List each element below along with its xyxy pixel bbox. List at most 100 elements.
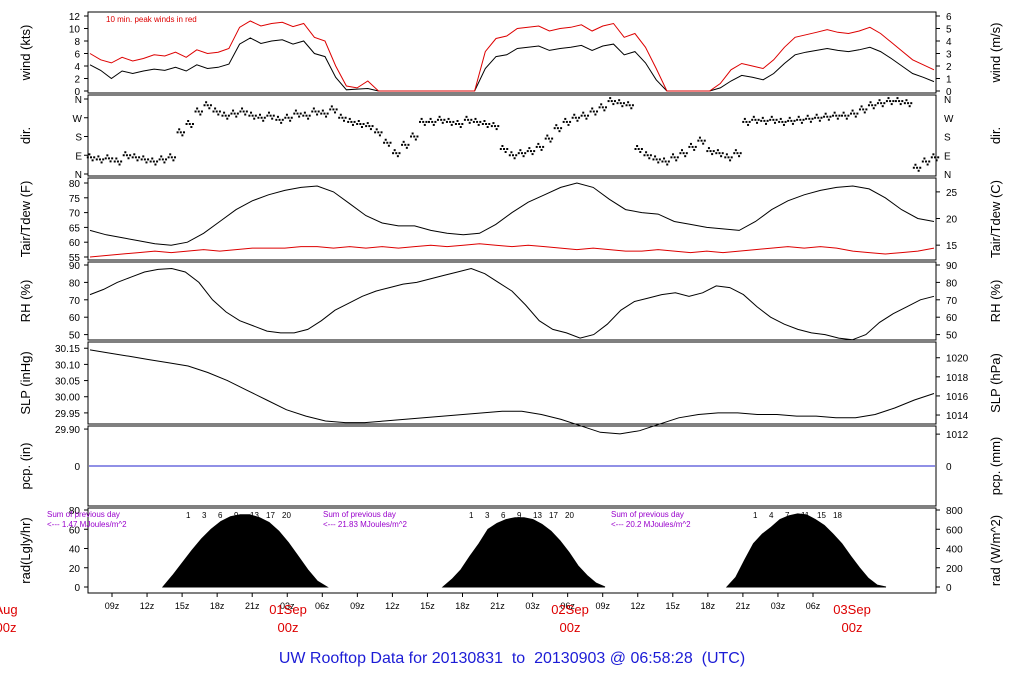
dir-point bbox=[106, 154, 109, 157]
dir-point bbox=[111, 157, 114, 160]
dir-point bbox=[612, 103, 615, 106]
dir-point bbox=[481, 123, 484, 125]
dir-point bbox=[321, 109, 324, 112]
dir-point bbox=[226, 117, 229, 120]
rad-area-1 bbox=[161, 514, 329, 588]
footer-time: 06:58:28 bbox=[630, 650, 693, 667]
xtick-label: 18z bbox=[701, 601, 716, 611]
dir-point bbox=[853, 112, 856, 115]
dir-point bbox=[815, 113, 818, 116]
dir-point bbox=[537, 142, 540, 145]
dir-point bbox=[86, 156, 89, 159]
dir-point bbox=[450, 123, 453, 126]
dir-point bbox=[616, 102, 619, 105]
dir-point bbox=[596, 110, 599, 113]
date-label-time: 00z bbox=[560, 620, 581, 635]
ytick-left-slp: 30.05 bbox=[55, 377, 80, 388]
dir-point bbox=[770, 115, 773, 118]
dir-point bbox=[880, 102, 883, 105]
panel-frame-slp bbox=[87, 341, 937, 425]
dir-point bbox=[326, 112, 329, 115]
dir-point bbox=[603, 109, 606, 112]
ytick-right-slp: 1016 bbox=[946, 392, 969, 403]
ytick-left-slp: 29.95 bbox=[55, 409, 80, 420]
dir-point bbox=[664, 160, 667, 163]
dir-point bbox=[118, 163, 121, 166]
rad-hour-mark: 17 bbox=[266, 511, 275, 520]
dir-point bbox=[483, 120, 486, 122]
dir-point bbox=[757, 118, 760, 121]
ytick-right-rh: 90 bbox=[946, 261, 958, 272]
dir-point bbox=[874, 104, 877, 107]
footer-title: UW Rooftop Data for 20130831 to 20130903… bbox=[0, 650, 1024, 668]
dir-point bbox=[739, 152, 742, 155]
dir-point bbox=[818, 119, 821, 122]
dir-point bbox=[917, 169, 920, 172]
dir-point bbox=[718, 152, 721, 155]
dir-point bbox=[299, 112, 302, 115]
xtick-label: 06z bbox=[560, 601, 575, 611]
dir-point bbox=[908, 105, 911, 108]
ytick-right-slp: 1012 bbox=[946, 430, 969, 441]
ytick-right-wind: 4 bbox=[946, 37, 952, 48]
dir-point bbox=[598, 106, 601, 109]
dir-point bbox=[515, 154, 518, 157]
dir-point bbox=[389, 141, 392, 144]
dir-point bbox=[619, 102, 622, 105]
dir-point bbox=[903, 102, 906, 105]
dir-point bbox=[241, 107, 244, 110]
dir-point bbox=[115, 157, 118, 160]
dir-point bbox=[223, 111, 226, 114]
ytick-left-temp: 65 bbox=[69, 223, 81, 234]
rad-hour-mark: 3 bbox=[485, 511, 490, 520]
dir-point bbox=[766, 119, 769, 122]
dir-point bbox=[296, 112, 299, 115]
dir-point bbox=[335, 108, 338, 111]
dir-point bbox=[736, 152, 739, 155]
dir-point bbox=[775, 118, 778, 121]
xtick-label: 15z bbox=[666, 601, 681, 611]
dir-point bbox=[479, 120, 482, 123]
dir-point bbox=[934, 156, 936, 159]
dir-point bbox=[622, 102, 625, 105]
footer-to: to bbox=[511, 650, 526, 667]
dir-point bbox=[542, 145, 545, 148]
panel-frame-wind bbox=[87, 11, 937, 94]
dir-point bbox=[694, 145, 697, 148]
dir-point bbox=[878, 99, 881, 102]
dir-point bbox=[330, 105, 333, 108]
ytick-right-rh: 70 bbox=[946, 296, 958, 307]
dir-point bbox=[334, 111, 337, 114]
ytick-right-wind: 3 bbox=[946, 50, 952, 61]
dir-point bbox=[613, 100, 616, 103]
dir-point bbox=[456, 120, 459, 122]
dir-point bbox=[163, 161, 166, 164]
dir-point bbox=[402, 140, 405, 143]
footer-end-date: 20130903 bbox=[534, 650, 606, 667]
dir-point bbox=[901, 100, 904, 103]
dir-point bbox=[555, 124, 558, 127]
dir-point bbox=[312, 107, 315, 110]
ylabel-right-wind: wind (m/s) bbox=[988, 23, 1003, 84]
dir-point bbox=[738, 155, 741, 158]
dir-point bbox=[887, 97, 890, 100]
ytick-right-rad: 400 bbox=[946, 545, 963, 556]
dir-point bbox=[544, 137, 547, 140]
dir-point bbox=[160, 155, 163, 158]
dir-point bbox=[129, 154, 132, 157]
dir-point bbox=[691, 145, 694, 148]
dir-point bbox=[401, 143, 404, 146]
dir-point bbox=[531, 153, 534, 156]
dir-point bbox=[208, 107, 211, 110]
dir-point bbox=[535, 145, 538, 148]
dir-point bbox=[98, 158, 101, 161]
dir-point bbox=[517, 152, 520, 155]
xtick-label: 15z bbox=[420, 601, 435, 611]
dir-point bbox=[145, 161, 148, 164]
ytick-right-rad: 200 bbox=[946, 564, 963, 575]
dir-point bbox=[414, 138, 417, 141]
dir-point bbox=[628, 104, 631, 107]
dir-point bbox=[221, 114, 224, 117]
dir-point bbox=[814, 116, 817, 119]
series-temp-0 bbox=[89, 182, 935, 246]
